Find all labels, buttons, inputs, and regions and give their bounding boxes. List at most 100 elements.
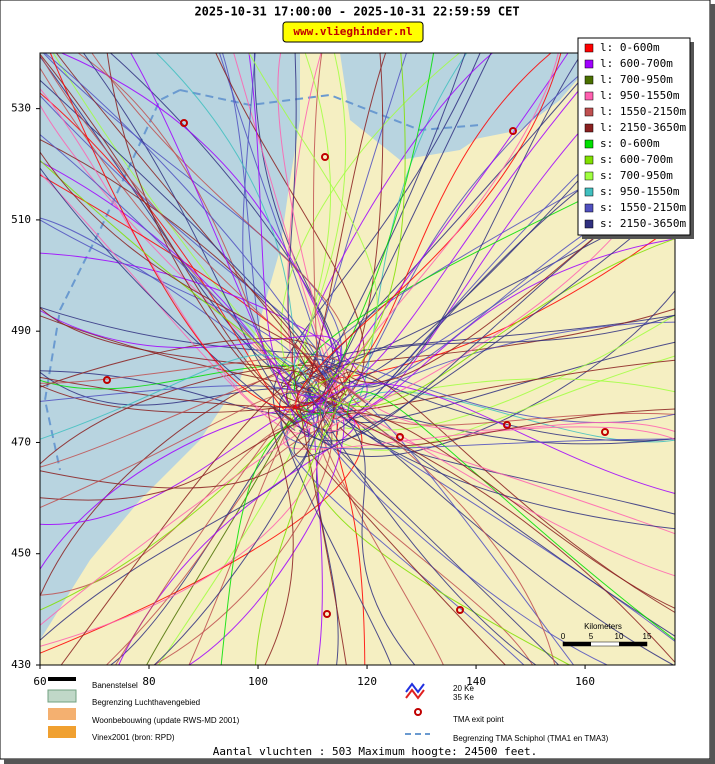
flight-track [318, 52, 435, 416]
key-label: Begrenzing Luchthavengebied [92, 698, 200, 707]
flight-track [39, 54, 366, 404]
flight-track [39, 151, 314, 393]
flight-track [299, 170, 676, 442]
flight-track [39, 315, 311, 394]
flight-track [118, 410, 356, 666]
map-border [39, 52, 676, 666]
flight-track [39, 356, 343, 386]
flight-track [297, 366, 676, 530]
flight-track [39, 385, 319, 428]
flight-track [39, 160, 319, 391]
legend-label: s: 2150-3650m [600, 217, 686, 230]
flight-track [39, 419, 305, 501]
key-label: Woonbebouwing (update RWS-MD 2001) [92, 716, 240, 725]
key-label: Vinex2001 (bron: RPD) [92, 733, 175, 742]
flight-track [334, 52, 583, 388]
legend-swatch [584, 187, 594, 197]
flight-track [283, 424, 676, 450]
flight-track [287, 52, 322, 414]
flight-track [316, 427, 339, 666]
y-tick-label: 470 [11, 435, 31, 448]
key: Banenstelsel Begrenzing Luchthavengebied… [47, 677, 609, 743]
scale-bar: Kilometers 0 5 10 15 [561, 622, 652, 647]
flight-track [326, 314, 676, 371]
x-tick-label: 120 [357, 675, 377, 688]
x-tick-label: 100 [248, 675, 268, 688]
scale-tick-label: 15 [643, 632, 652, 641]
legend-label: s: 700-950m [600, 169, 673, 182]
y-tick-label: 430 [11, 658, 31, 671]
flight-track [327, 371, 676, 613]
scale-title: Kilometers [584, 622, 622, 631]
shadow [4, 759, 715, 764]
legend-label: s: 1550-2150m [600, 201, 686, 214]
flight-track [49, 52, 330, 409]
x-tick-label: 140 [466, 675, 486, 688]
flight-track [319, 52, 468, 416]
flight-track [110, 52, 334, 372]
flight-track [286, 416, 525, 666]
key-label: Banenstelsel [92, 681, 138, 690]
flight-track [39, 167, 333, 445]
y-tick-label: 510 [11, 213, 31, 226]
flight-track [308, 423, 570, 666]
flight-track [280, 400, 676, 450]
legend-label: s: 950-1550m [600, 185, 680, 198]
flight-track [39, 134, 335, 424]
flight-track [293, 200, 676, 458]
title: 2025-10-31 17:00:00 - 2025-10-31 22:59:5… [194, 5, 519, 19]
flight-track [215, 52, 365, 408]
flight-track [156, 52, 296, 385]
flight-track [299, 411, 559, 666]
flight-track [307, 383, 676, 494]
shadow [710, 4, 715, 764]
flight-track [39, 361, 313, 597]
flight-track [255, 389, 348, 666]
flight-track [39, 410, 310, 641]
legend-swatch [584, 155, 594, 165]
flight-track [321, 52, 492, 395]
flight-track [39, 79, 345, 411]
legend-label: s: 0-600m [600, 137, 660, 150]
legend-swatch [584, 59, 594, 69]
flight-track [39, 88, 293, 421]
legend-label: s: 600-700m [600, 153, 673, 166]
flight-track [343, 314, 676, 431]
flight-track [280, 52, 460, 385]
scale-tick-label: 10 [615, 632, 624, 641]
website: www.vlieghinder.nl [293, 25, 412, 38]
legend-swatch [584, 203, 594, 213]
flight-track [39, 53, 347, 404]
scale-tick-label: 0 [561, 632, 566, 641]
flight-track [248, 52, 378, 393]
flight-track [323, 52, 559, 420]
flight-track [39, 92, 296, 413]
flight-track [313, 52, 323, 435]
flight-track [302, 52, 569, 429]
legend-swatch [584, 171, 594, 181]
flight-track [39, 406, 330, 489]
key-label: 35 Ke [453, 693, 474, 702]
flight-track [277, 52, 337, 391]
flight-track [317, 412, 444, 666]
flight-track [347, 415, 676, 663]
legend-label: l: 2150-3650m [600, 121, 686, 134]
x-tick-label: 60 [33, 675, 46, 688]
legend-swatch [584, 139, 594, 149]
flight-track [339, 408, 676, 447]
legend-swatch [584, 75, 594, 85]
flight-track [39, 410, 343, 626]
scale-tick-label: 5 [589, 632, 594, 641]
key-label: TMA exit point [453, 715, 504, 724]
flight-track [295, 52, 562, 426]
flight-track [324, 52, 552, 395]
y-tick-label: 450 [11, 547, 31, 560]
flight-track [242, 52, 291, 367]
flight-track [39, 307, 326, 410]
flight-track [220, 412, 338, 666]
tma-boundary [43, 89, 481, 471]
flight-track [314, 52, 406, 386]
flight-track [39, 354, 314, 440]
flight-track [318, 238, 676, 407]
flight-track [153, 415, 333, 666]
